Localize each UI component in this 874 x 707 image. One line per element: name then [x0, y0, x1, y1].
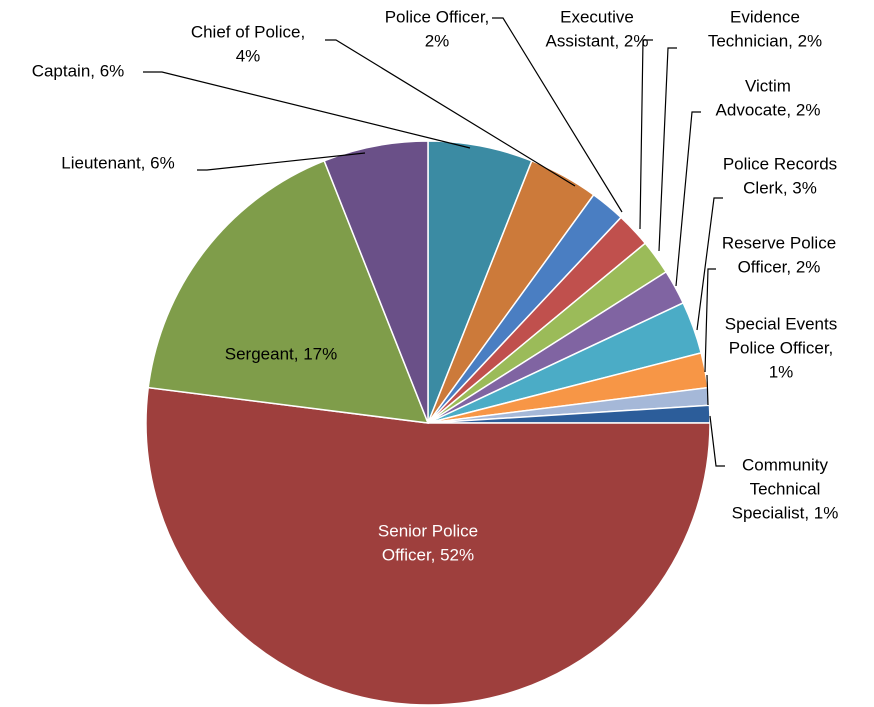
- data-label: Chief of Police,: [191, 22, 305, 41]
- leader-line: [492, 17, 623, 213]
- data-label: Advocate, 2%: [716, 100, 821, 119]
- data-label: Sergeant, 17%: [225, 344, 337, 363]
- leader-line: [197, 152, 366, 171]
- data-label: Officer, 2%: [738, 257, 821, 276]
- data-label: Clerk, 3%: [743, 178, 817, 197]
- data-label: Officer, 52%: [382, 545, 474, 564]
- data-label: Technician, 2%: [708, 31, 822, 50]
- data-label: Specialist, 1%: [732, 503, 839, 522]
- pie-slice: [145, 386, 711, 706]
- data-label: 2%: [425, 31, 450, 50]
- data-label: Senior Police: [378, 521, 478, 540]
- leader-line: [696, 197, 723, 331]
- data-label: Captain, 6%: [32, 61, 125, 80]
- data-label: Reserve Police: [722, 233, 836, 252]
- data-label: 1%: [769, 362, 794, 381]
- data-label: Technical: [750, 479, 821, 498]
- data-label: Lieutenant, 6%: [61, 153, 174, 172]
- pie-slice: [323, 140, 429, 424]
- data-label: Special Events: [725, 314, 837, 333]
- data-label: Police Records: [723, 154, 837, 173]
- leader-line: [704, 268, 716, 373]
- data-label: Victim: [745, 76, 791, 95]
- data-label: Evidence: [730, 7, 800, 26]
- leader-line: [325, 39, 576, 187]
- leader-line: [675, 111, 701, 287]
- leader-line: [709, 415, 725, 467]
- leader-line: [143, 71, 471, 149]
- data-label: Assistant, 2%: [546, 31, 649, 50]
- leader-line: [658, 47, 677, 252]
- pie-slice: [147, 159, 430, 424]
- leader-line: [639, 39, 653, 230]
- data-label: Community: [742, 455, 828, 474]
- leader-line: [706, 374, 709, 406]
- data-label: Police Officer,: [729, 338, 834, 357]
- data-label: 4%: [236, 46, 261, 65]
- data-label: Executive: [560, 7, 634, 26]
- data-label: Police Officer,: [385, 7, 490, 26]
